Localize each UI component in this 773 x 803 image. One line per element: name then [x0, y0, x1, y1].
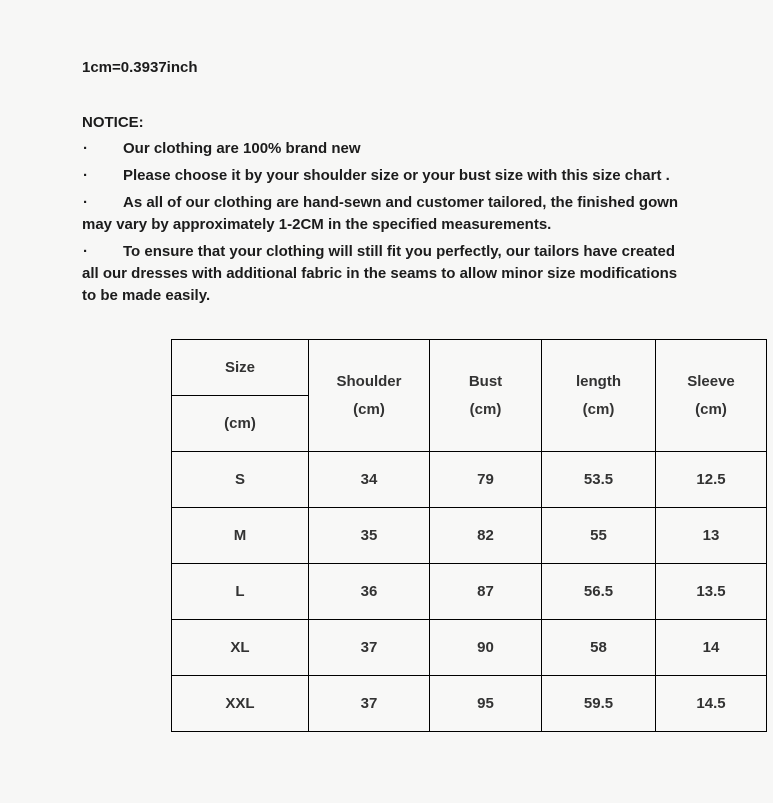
size-cell: S	[171, 451, 309, 508]
header-cell-size-unit: (cm)	[171, 395, 309, 452]
sleeve-cell: 12.5	[655, 451, 767, 508]
sleeve-cell: 13	[655, 507, 767, 564]
notice-item-hand-sewn: · As all of our clothing are hand-sewn a…	[82, 192, 694, 236]
column-label: Sleeve	[687, 372, 735, 390]
size-cell: XXL	[171, 675, 309, 732]
shoulder-cell: 37	[308, 619, 430, 676]
column-label: length	[576, 372, 621, 390]
notice-item-text: To ensure that your clothing will still …	[82, 243, 678, 304]
bullet-marker: ·	[83, 140, 88, 157]
size-chart-table: Size Shoulder (cm) Bust (cm) length (cm)	[171, 339, 767, 732]
bullet-marker: ·	[83, 167, 88, 184]
bust-cell: 82	[429, 507, 542, 564]
bullet-marker: ·	[83, 243, 88, 260]
column-label: Shoulder	[336, 372, 402, 390]
document-body: 1cm=0.3937inch NOTICE: · Our clothing ar…	[82, 59, 773, 732]
column-unit: (cm)	[469, 400, 502, 418]
bust-cell: 90	[429, 619, 542, 676]
shoulder-cell: 35	[308, 507, 430, 564]
notice-item-text: Our clothing are 100% brand new	[123, 140, 361, 157]
notice-item-brand-new: · Our clothing are 100% brand new	[82, 138, 694, 160]
unit-conversion-note: 1cm=0.3937inch	[82, 59, 198, 76]
sleeve-cell: 14.5	[655, 675, 767, 732]
header-cell-bust: Bust (cm)	[429, 339, 542, 452]
table-row-s: S 34 79 53.5 12.5	[171, 451, 767, 508]
column-unit: (cm)	[353, 400, 385, 418]
length-cell: 58	[541, 619, 656, 676]
length-cell: 56.5	[541, 563, 656, 620]
header-cell-length: length (cm)	[541, 339, 656, 452]
sleeve-cell: 14	[655, 619, 767, 676]
notice-item-text: Please choose it by your shoulder size o…	[123, 167, 670, 184]
bust-cell: 79	[429, 451, 542, 508]
size-cell: XL	[171, 619, 309, 676]
bullet-marker: ·	[83, 194, 88, 211]
shoulder-cell: 34	[308, 451, 430, 508]
header-row-top: Size Shoulder (cm) Bust (cm) length (cm)	[171, 339, 767, 452]
column-unit: (cm)	[695, 400, 727, 418]
bust-cell: 95	[429, 675, 542, 732]
size-cell: M	[171, 507, 309, 564]
sleeve-cell: 13.5	[655, 563, 767, 620]
table-row-m: M 35 82 55 13	[171, 507, 767, 564]
length-cell: 55	[541, 507, 656, 564]
header-cell-sleeve: Sleeve (cm)	[655, 339, 767, 452]
header-row-bottom: (cm)	[171, 395, 767, 452]
shoulder-cell: 36	[308, 563, 430, 620]
size-chart-container: Size Shoulder (cm) Bust (cm) length (cm)	[171, 339, 773, 732]
notice-item-text: As all of our clothing are hand-sewn and…	[82, 194, 679, 233]
column-unit: (cm)	[582, 400, 615, 418]
size-cell: L	[171, 563, 309, 620]
notice-item-choose-size: · Please choose it by your shoulder size…	[82, 165, 694, 187]
length-cell: 59.5	[541, 675, 656, 732]
table-row-xl: XL 37 90 58 14	[171, 619, 767, 676]
header-cell-size: Size	[171, 339, 309, 396]
table-row-l: L 36 87 56.5 13.5	[171, 563, 767, 620]
table-row-xxl: XXL 37 95 59.5 14.5	[171, 675, 767, 732]
length-cell: 53.5	[541, 451, 656, 508]
header-cell-shoulder: Shoulder (cm)	[308, 339, 430, 452]
notice-item-seam-fabric: · To ensure that your clothing will stil…	[82, 241, 694, 307]
notice-list: · Our clothing are 100% brand new · Plea…	[82, 138, 694, 307]
notice-heading: NOTICE:	[82, 114, 144, 131]
column-label: Bust	[468, 372, 503, 390]
shoulder-cell: 37	[308, 675, 430, 732]
bust-cell: 87	[429, 563, 542, 620]
